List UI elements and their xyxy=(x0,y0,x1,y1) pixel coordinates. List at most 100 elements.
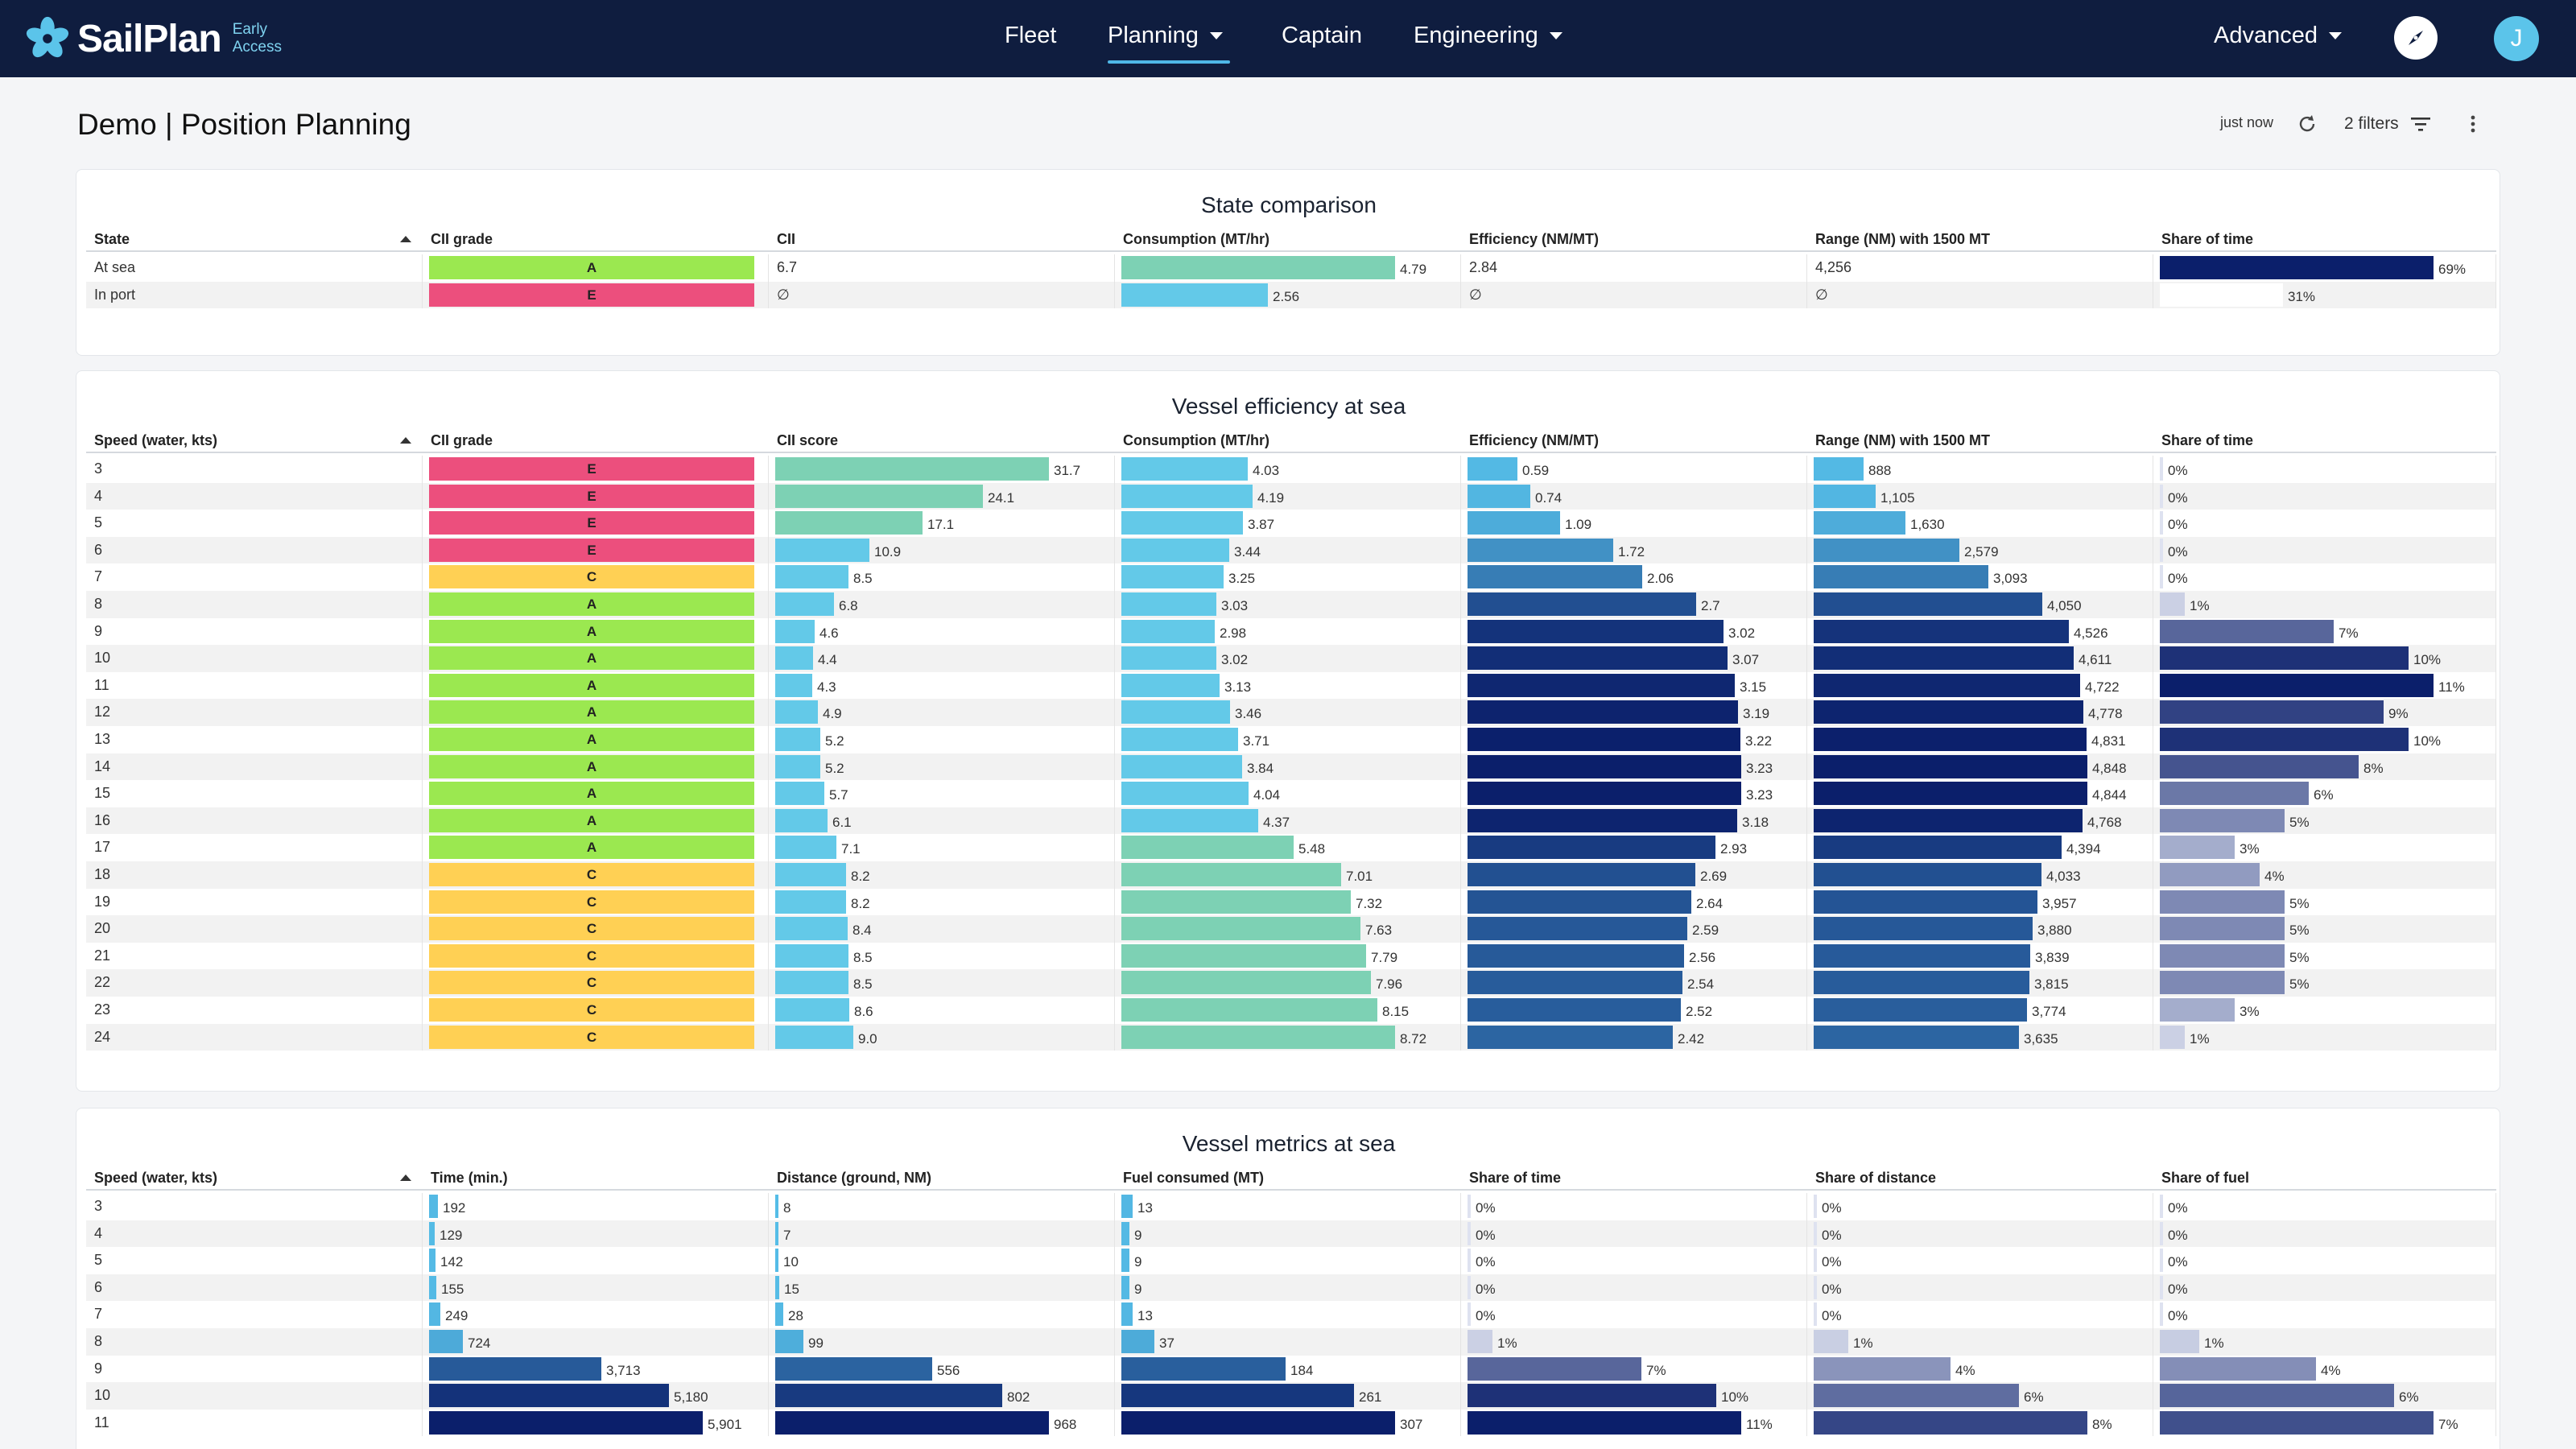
nav-engineering[interactable]: Engineering xyxy=(1414,23,1563,49)
table-cell-efficiency: 3.22 xyxy=(1461,726,1807,753)
column-header[interactable]: Share of time xyxy=(1461,1165,1807,1191)
more-options-button[interactable] xyxy=(2468,113,2478,135)
table-cell-consumption: 3.84 xyxy=(1115,753,1461,781)
bar-mark xyxy=(1814,998,2027,1022)
table-cell-cii: 6.7 xyxy=(769,254,1115,282)
bar-mark xyxy=(1814,728,2087,751)
table-cell-grade: E xyxy=(423,482,769,510)
bar-mark xyxy=(1814,1302,1817,1327)
sort-ascending-icon[interactable] xyxy=(400,437,411,444)
bar-mark xyxy=(1468,700,1738,724)
bar-mark xyxy=(2160,943,2285,968)
bar-mark xyxy=(1468,808,1737,832)
table-cell-share: 5% xyxy=(2153,915,2496,943)
column-header[interactable]: CII grade xyxy=(423,427,769,453)
table-cell-consumption: 7.32 xyxy=(1115,888,1461,916)
bar-value-label: 7.79 xyxy=(1371,949,1398,965)
sort-ascending-icon[interactable] xyxy=(400,1174,411,1181)
bar-mark xyxy=(1121,836,1294,860)
column-header[interactable]: State xyxy=(86,226,423,252)
bar-value-label: 0% xyxy=(2168,571,2188,587)
column-header[interactable]: Efficiency (NM/MT) xyxy=(1461,226,1807,252)
table-cell-speed: 4 xyxy=(86,1220,423,1248)
column-header[interactable]: CII grade xyxy=(423,226,769,252)
table-cell-speed: 18 xyxy=(86,861,423,889)
table-row: 4 E 24.1 4.19 0.74 1,105 0% xyxy=(86,482,2496,510)
active-nav-indicator xyxy=(1108,60,1230,64)
table-cell-share-time: 10% xyxy=(1461,1382,1807,1410)
table-cell-share-fuel: 0% xyxy=(2153,1274,2496,1302)
bar-mark xyxy=(2160,538,2163,562)
bar-value-label: 7.63 xyxy=(1365,923,1393,939)
bar-mark xyxy=(1121,808,1258,832)
column-header[interactable]: Consumption (MT/hr) xyxy=(1115,226,1461,252)
column-header[interactable]: Consumption (MT/hr) xyxy=(1115,427,1461,453)
bar-value-label: 3.46 xyxy=(1235,706,1262,722)
table-cell-distance: 10 xyxy=(769,1247,1115,1274)
column-header[interactable]: Time (min.) xyxy=(423,1165,769,1191)
user-avatar[interactable]: J xyxy=(2494,16,2539,61)
column-header[interactable]: Range (NM) with 1500 MT xyxy=(1807,226,2153,252)
compass-button[interactable] xyxy=(2394,16,2438,60)
bar-value-label: 69% xyxy=(2438,262,2467,277)
table-cell-grade: A xyxy=(423,807,769,835)
sailplan-logo[interactable]: SailPlan Early Access xyxy=(23,10,282,68)
table-cell-range: 3,093 xyxy=(1807,564,2153,591)
bar-value-label: 3,635 xyxy=(2024,1030,2058,1046)
table-cell-grade: C xyxy=(423,564,769,591)
cell-value: 9 xyxy=(94,1360,103,1377)
filters-button[interactable]: 2 filters xyxy=(2344,114,2433,134)
table-row: 8 A 6.8 3.03 2.7 4,050 1% xyxy=(86,591,2496,618)
column-header[interactable]: Distance (ground, NM) xyxy=(769,1165,1115,1191)
bar-mark xyxy=(775,1302,783,1327)
column-header[interactable]: Share of time xyxy=(2153,427,2496,453)
table-cell-consumption: 4.79 xyxy=(1115,254,1461,282)
column-header[interactable]: Share of fuel xyxy=(2153,1165,2496,1191)
bar-mark xyxy=(1121,1249,1129,1273)
bar-mark xyxy=(2160,1302,2163,1327)
bar-value-label: 3.84 xyxy=(1247,760,1274,776)
refresh-button[interactable] xyxy=(2296,113,2318,135)
table-cell-share: 0% xyxy=(2153,456,2496,483)
table-cell-share-distance: 6% xyxy=(1807,1382,2153,1410)
column-header-label: Speed (water, kts) xyxy=(94,432,218,448)
column-header[interactable]: Speed (water, kts) xyxy=(86,427,423,453)
bar-mark xyxy=(1468,890,1691,914)
nav-planning[interactable]: Planning xyxy=(1108,23,1223,49)
column-header[interactable]: CII xyxy=(769,226,1115,252)
column-header[interactable]: Range (NM) with 1500 MT xyxy=(1807,427,2153,453)
last-updated: just now xyxy=(2220,114,2274,130)
brand-subtitle: Early Access xyxy=(232,21,282,56)
bar-mark xyxy=(429,1410,703,1435)
mode-selector[interactable]: Advanced xyxy=(2214,23,2342,49)
bar-mark xyxy=(1468,836,1715,860)
nav-captain[interactable]: Captain xyxy=(1282,23,1362,48)
sort-ascending-icon[interactable] xyxy=(400,236,411,242)
table-cell-range: 888 xyxy=(1807,456,2153,483)
column-header[interactable]: Efficiency (NM/MT) xyxy=(1461,427,1807,453)
nav-fleet[interactable]: Fleet xyxy=(1005,23,1057,48)
table-cell-state: At sea xyxy=(86,254,423,282)
bar-mark xyxy=(2160,700,2384,724)
cii-grade-badge: C xyxy=(429,890,754,914)
bar-mark xyxy=(1121,728,1238,751)
column-header[interactable]: CII score xyxy=(769,427,1115,453)
bar-value-label: 192 xyxy=(443,1200,466,1216)
compass-icon xyxy=(2409,31,2423,45)
cell-value: 14 xyxy=(94,758,111,774)
bar-mark xyxy=(1468,1330,1492,1353)
column-header[interactable]: Share of time xyxy=(2153,226,2496,252)
table-row: 4 129 7 9 0% 0% 0% xyxy=(86,1220,2496,1248)
column-header[interactable]: Speed (water, kts) xyxy=(86,1165,423,1191)
bar-mark xyxy=(2160,1356,2316,1381)
cell-value: 11 xyxy=(94,676,109,693)
bar-mark xyxy=(775,971,848,995)
table-cell-share: 10% xyxy=(2153,726,2496,753)
column-header[interactable]: Share of distance xyxy=(1807,1165,2153,1191)
table-cell-fuel: 9 xyxy=(1115,1220,1461,1248)
bar-value-label: 1.09 xyxy=(1565,517,1592,533)
column-header[interactable]: Fuel consumed (MT) xyxy=(1115,1165,1461,1191)
bar-mark xyxy=(2160,782,2309,806)
bar-value-label: 4.9 xyxy=(823,706,842,722)
table-row: 5 142 10 9 0% 0% 0% xyxy=(86,1247,2496,1274)
